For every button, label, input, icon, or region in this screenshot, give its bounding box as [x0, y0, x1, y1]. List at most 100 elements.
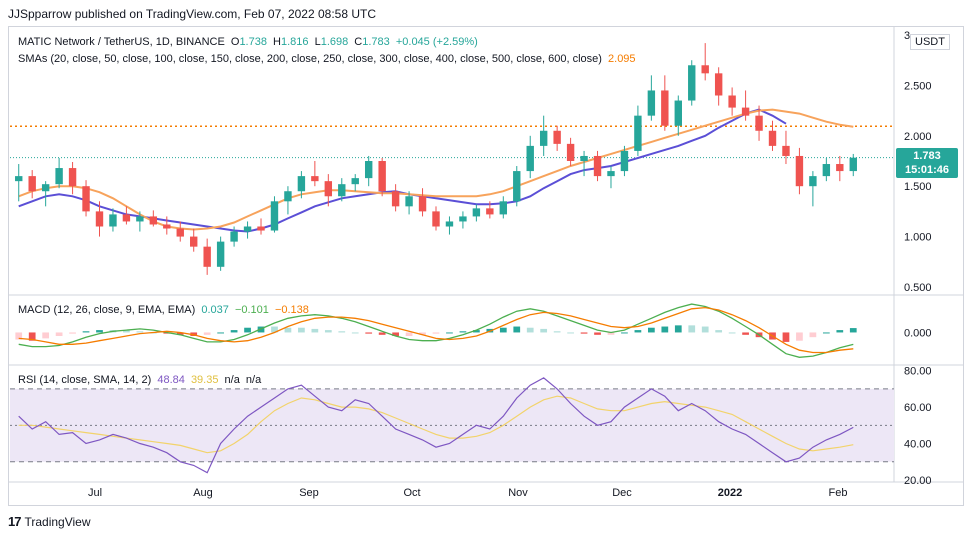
- candle-body: [378, 161, 386, 192]
- macd-axis-tick: 0.000: [904, 327, 932, 339]
- macd-histogram-bar: [540, 328, 548, 333]
- macd-histogram-bar: [15, 332, 23, 340]
- time-axis-tick: Sep: [299, 487, 319, 499]
- time-axis-tick: 2022: [718, 487, 742, 499]
- published-header: JJSpparrow published on TradingView.com,…: [8, 7, 376, 21]
- candle-body: [311, 176, 319, 182]
- last-price-tag: 1.783 15:01:46: [896, 147, 958, 178]
- candle-body: [364, 161, 373, 179]
- sma-legend: SMAs (20, close, 50, close, 100, close, …: [18, 53, 639, 65]
- candle-body: [674, 100, 682, 126]
- macd-histogram-bar: [796, 332, 803, 341]
- candle-body: [351, 178, 359, 185]
- rsi-na-2: n/a: [245, 374, 262, 386]
- candle-body: [163, 224, 171, 229]
- candle-body: [499, 201, 508, 215]
- time-axis-tick: Jul: [88, 487, 102, 499]
- candle-body: [607, 171, 615, 177]
- candle-body: [701, 65, 709, 74]
- macd-histogram-bar: [553, 331, 561, 333]
- candle-body: [741, 107, 750, 116]
- macd-histogram-bar: [701, 326, 709, 333]
- macd-histogram-bar: [69, 332, 76, 334]
- footer-brand[interactable]: 17 TradingView: [8, 514, 91, 529]
- sma-label: SMAs (20, close, 50, close, 100, close, …: [18, 53, 602, 65]
- macd-signal-value: −0.138: [274, 304, 309, 316]
- open-label: O1.738: [230, 36, 267, 48]
- candle-body: [809, 176, 817, 187]
- macd-histogram-bar: [836, 330, 844, 333]
- candle-body: [15, 176, 23, 182]
- candle-body: [122, 214, 131, 222]
- price-axis-tick: 2.500: [904, 80, 932, 92]
- macd-histogram-bar: [365, 332, 373, 334]
- sma-slow-line: [18, 108, 854, 231]
- tradingview-brand-text: TradingView: [24, 514, 91, 529]
- candle-body: [472, 208, 481, 217]
- macd-histogram-bar: [82, 331, 90, 333]
- candle-body: [391, 191, 400, 207]
- candle-body: [405, 196, 413, 207]
- macd-histogram-bar: [351, 332, 359, 334]
- macd-histogram-bar: [634, 330, 642, 333]
- macd-histogram-bar: [580, 332, 588, 334]
- candle-body: [526, 145, 534, 172]
- candle-body: [68, 168, 77, 187]
- candle-body: [28, 176, 36, 192]
- candle-body: [297, 176, 306, 192]
- rsi-legend: RSI (14, close, SMA, 14, 2) 48.84 39.35 …: [18, 374, 264, 386]
- macd-histogram-bar: [473, 330, 480, 333]
- candle-body: [768, 130, 777, 146]
- macd-histogram-bar: [742, 332, 749, 335]
- macd-histogram-bar: [499, 327, 507, 333]
- rsi-axis-tick: 60.00: [904, 402, 932, 414]
- chart-frame[interactable]: [8, 26, 964, 506]
- candle-body: [755, 115, 763, 131]
- candle-body: [216, 241, 225, 267]
- candle-body: [136, 216, 144, 222]
- candle-body: [566, 143, 575, 161]
- rsi-value: 48.84: [157, 374, 185, 386]
- macd-histogram-bar: [432, 332, 440, 334]
- candle-body: [714, 73, 723, 96]
- candle-body: [445, 221, 454, 227]
- symbol-label: MATIC Network / TetherUS, 1D, BINANCE: [18, 36, 225, 48]
- macd-histogram-bar: [96, 330, 103, 333]
- rsi-axis-tick: 40.00: [904, 439, 932, 451]
- macd-histogram-bar: [419, 332, 426, 335]
- candle-body: [190, 236, 198, 247]
- candle-body: [41, 184, 50, 192]
- candle-body: [782, 145, 790, 156]
- sma-value: 2.095: [608, 53, 636, 65]
- time-axis-tick: Feb: [829, 487, 848, 499]
- time-axis-tick: Aug: [193, 487, 213, 499]
- macd-histogram-bar: [324, 330, 332, 333]
- high-label: H1.816: [273, 36, 309, 48]
- macd-histogram-bar: [217, 332, 224, 334]
- macd-label: MACD (12, 26, close, 9, EMA, EMA): [18, 304, 196, 316]
- macd-histogram-bar: [459, 331, 467, 333]
- candle-body: [728, 95, 736, 108]
- currency-button[interactable]: USDT: [910, 34, 950, 50]
- macd-histogram-bar: [621, 332, 628, 334]
- rsi-axis-tick: 20.00: [904, 475, 932, 487]
- macd-histogram-bar: [661, 326, 669, 333]
- time-axis-tick: Nov: [508, 487, 528, 499]
- macd-histogram-bar: [271, 326, 278, 333]
- candle-body: [82, 186, 90, 212]
- sma-fast-line: [18, 108, 787, 233]
- rsi-line: [18, 377, 854, 474]
- candle-body: [486, 208, 494, 215]
- rsi-axis-tick: 80.00: [904, 366, 932, 378]
- last-price: 1.783: [913, 149, 941, 162]
- candle-body: [109, 214, 117, 227]
- candle-body: [230, 231, 238, 242]
- rsi-ma-line: [18, 395, 854, 454]
- rsi-na-1: n/a: [224, 374, 240, 386]
- low-label: L1.698: [314, 36, 349, 48]
- macd-histogram-bar: [378, 332, 386, 335]
- price-axis-tick: 0.500: [904, 282, 932, 294]
- macd-histogram-bar: [594, 332, 601, 335]
- macd-histogram-bar: [849, 328, 857, 333]
